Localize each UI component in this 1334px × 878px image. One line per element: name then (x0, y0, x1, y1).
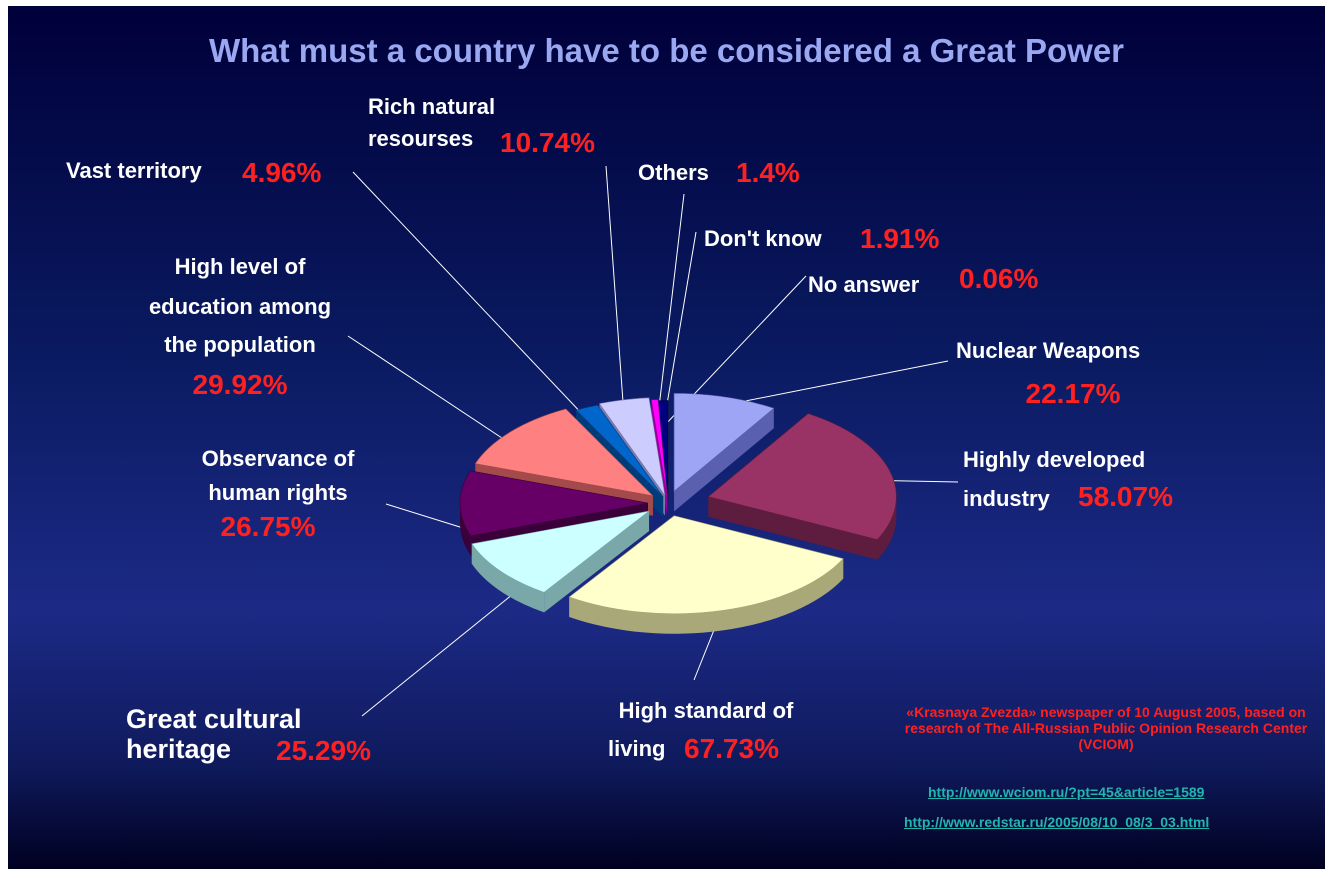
leader-line (657, 193, 685, 417)
pie-chart: Nuclear Weapons 22.17% Highly developed ind… (66, 94, 1173, 766)
slice-side (569, 558, 844, 634)
slice-value-label: 58.07% (1078, 481, 1173, 512)
chart-title: What must a country have to be considere… (208, 32, 1125, 69)
slice-label-4: Observance of human rights 26.75% (202, 446, 356, 542)
pie-slice-1 (707, 413, 897, 560)
pie-slice-2 (568, 515, 844, 634)
slice-label-10: No answer 0.06% (808, 263, 1038, 297)
slice-side (471, 543, 545, 613)
leader-line (347, 335, 515, 447)
slice-wall (708, 496, 878, 560)
slice-label-1: Highly developed industry 58.07% (963, 447, 1173, 512)
slice-category-label: Nuclear Weapons (956, 338, 1140, 363)
slice-top (673, 393, 775, 493)
source-link-redstar[interactable]: http://www.redstar.ru/2005/08/10_08/3_03… (904, 814, 1210, 830)
slice-value-label: 10.74% (500, 127, 595, 158)
slice-category-label: the population (164, 332, 316, 357)
slice-category-label: High standard of (619, 698, 794, 723)
slice-value-label: 1.4% (736, 157, 800, 188)
slice-label-8: Others 1.4% (638, 157, 800, 188)
slice-label-9: Don't know 1.91% (704, 223, 939, 254)
slice-top (459, 470, 649, 537)
slice-top (471, 510, 650, 593)
slice-category-label: Others (638, 160, 709, 185)
slice-value-label: 1.91% (860, 223, 939, 254)
slice-top (598, 397, 666, 496)
leader-line (352, 171, 587, 419)
leader-line (663, 231, 697, 423)
slice-wall (674, 408, 774, 512)
slice-category-label: education among (149, 294, 331, 319)
slice-category-label: heritage (126, 734, 231, 764)
slice-top (651, 399, 668, 498)
slice-top (707, 413, 897, 540)
slice-category-label: Rich natural (368, 94, 495, 119)
slice-top (658, 400, 669, 499)
leader-line (605, 165, 625, 417)
source-note: «Krasnaya Zvezda» newspaper of 10 August… (904, 704, 1308, 752)
slice-category-label: human rights (208, 480, 347, 505)
slice-value-label: 22.17% (1026, 378, 1121, 409)
slice-category-label: industry (963, 486, 1051, 511)
slice-value-label: 67.73% (684, 733, 779, 764)
slice-side (877, 496, 897, 560)
leader-line (361, 589, 519, 717)
slice-value-label: 25.29% (276, 735, 371, 766)
slice-category-label: No answer (808, 272, 920, 297)
slice-category-label: Don't know (704, 226, 823, 251)
pie-slice-3 (471, 510, 650, 613)
source-link-wciom[interactable]: http://www.wciom.ru/?pt=45&article=1589 (928, 784, 1205, 800)
pie-slice-0 (673, 393, 775, 512)
slice-category-label: Great cultural (126, 704, 302, 734)
slice-category-label: High level of (175, 254, 306, 279)
slide: What must a country have to be considere… (8, 6, 1325, 869)
slice-label-0: Nuclear Weapons 22.17% (956, 338, 1140, 409)
slice-value-label: 26.75% (221, 511, 316, 542)
slice-side (460, 503, 471, 556)
slice-category-label: living (608, 736, 665, 761)
slice-label-7: Rich natural resourses 10.74% (368, 94, 595, 158)
slice-top (575, 404, 664, 498)
slice-value-label: 0.06% (959, 263, 1038, 294)
slice-wall (544, 511, 650, 613)
slice-category-label: Highly developed (963, 447, 1145, 472)
pie-slices (459, 393, 897, 634)
slice-top (568, 515, 844, 615)
slice-label-6: Vast territory 4.96% (66, 157, 321, 188)
slice-value-label: 4.96% (242, 157, 321, 188)
slice-category-label: resourses (368, 126, 473, 151)
leader-line (719, 360, 949, 407)
slice-category-label: Vast territory (66, 158, 202, 183)
slice-value-label: 29.92% (193, 369, 288, 400)
slice-label-5: High level of education among the populati… (149, 254, 331, 400)
slice-category-label: Observance of (202, 446, 356, 471)
slice-label-2: High standard of living 67.73% (608, 698, 794, 764)
slice-labels: Nuclear Weapons 22.17% Highly developed ind… (66, 94, 1173, 766)
slice-top (474, 408, 654, 497)
